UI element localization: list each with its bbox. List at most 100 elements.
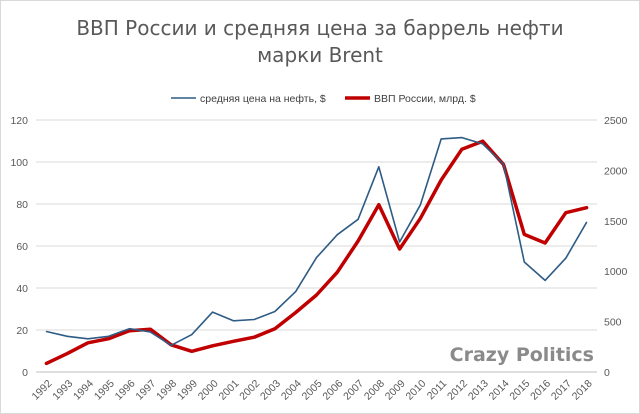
y-right-tick-label: 1000 (604, 266, 628, 278)
gdp-point (315, 293, 318, 297)
oil-price-point (336, 234, 338, 236)
watermark: Crazy Politics (450, 344, 594, 366)
x-tick-label: 2016 (528, 378, 553, 403)
y-right-tick-label: 2500 (604, 115, 628, 127)
gdp-point (45, 362, 48, 365)
x-tick-label: 2003 (258, 378, 283, 403)
gdp-point (273, 327, 277, 330)
oil-price-point (544, 279, 546, 282)
x-tick-label: 2008 (362, 378, 387, 403)
x-tick-label: 2004 (279, 378, 304, 403)
oil-price-point (295, 290, 297, 293)
oil-price-point (66, 335, 68, 337)
oil-price-point (149, 331, 151, 333)
gdp-point (564, 211, 568, 214)
x-tick-label: 1998 (154, 378, 179, 403)
gdp-point (190, 350, 194, 353)
gdp-point (523, 233, 526, 236)
y-left-tick-label: 20 (16, 325, 28, 337)
oil-price-point (232, 320, 234, 322)
gdp-point (107, 337, 110, 340)
x-tick-label: 1994 (71, 378, 96, 403)
x-tick-label: 2005 (300, 378, 325, 403)
x-tick-label: 2000 (196, 378, 221, 403)
oil-price-point (315, 256, 318, 259)
oil-price-point (87, 338, 89, 340)
x-tick-label: 2007 (341, 378, 366, 403)
x-tick-label: 1997 (133, 378, 158, 403)
x-tick-label: 1992 (30, 378, 55, 403)
oil-price-point (378, 166, 380, 168)
x-tick-label: 2015 (507, 378, 532, 403)
x-tick-label: 2010 (404, 378, 429, 403)
gdp-point (86, 341, 90, 344)
x-tick-label: 2002 (237, 378, 262, 403)
gdp-point (294, 311, 297, 314)
gdp-point (336, 271, 339, 274)
gridlines (36, 119, 597, 373)
oil-price-point (357, 218, 359, 220)
oil-price-point (45, 330, 47, 333)
x-tick-label: 2001 (217, 378, 242, 403)
oil-price-point (482, 143, 484, 145)
y-left-tick-label: 60 (16, 241, 28, 253)
oil-price-point (274, 310, 276, 313)
y-left-tick-label: 100 (10, 157, 28, 169)
gdp-point (356, 239, 360, 243)
y-right-tick-label: 500 (604, 317, 622, 329)
y-right-tick-label: 0 (604, 367, 610, 379)
legend-label-oil: средняя цена на нефть, $ (200, 93, 326, 105)
x-tick-label: 1995 (92, 378, 117, 403)
series-lines (44, 136, 589, 366)
y-right-tick-label: 2000 (604, 165, 628, 177)
oil-price-point (212, 311, 214, 313)
legend-label-gdp: ВВП России, млрд. $ (374, 93, 476, 105)
oil-price-point (191, 334, 193, 336)
x-tick-label: 1993 (50, 378, 75, 403)
y-left-tick-label: 0 (22, 367, 28, 379)
gdp-point (232, 340, 235, 343)
gdp-point (252, 336, 256, 339)
gdp-point (377, 203, 381, 206)
oil-price-point (253, 318, 255, 321)
legend: средняя цена на нефть, $ ВВП России, млр… (171, 93, 476, 105)
gdp-point (128, 329, 131, 332)
x-tick-label: 2011 (425, 378, 450, 403)
x-tick-label: 1999 (175, 378, 200, 403)
oil-price-point (108, 335, 110, 337)
x-tick-label: 2014 (487, 378, 512, 403)
oil-price-point (170, 344, 172, 346)
oil-price-point (440, 138, 442, 140)
x-tick-label: 2006 (320, 378, 345, 403)
gdp-point (439, 178, 443, 182)
oil-price-point (419, 204, 421, 206)
chart-title-line-2: марки Brent (257, 43, 383, 67)
y-left-tick-label: 80 (16, 199, 28, 211)
oil-price-point (586, 221, 588, 223)
y-left-tick-label: 40 (16, 283, 28, 295)
chart-title-line-1: ВВП России и средняя цена за баррель неф… (76, 16, 563, 40)
oil-price-point (523, 261, 525, 263)
gdp-point (65, 352, 69, 355)
x-tick-label: 2017 (549, 378, 574, 403)
x-tick-label: 2018 (570, 378, 595, 403)
gdp-point (585, 206, 588, 209)
y-left-tick-label: 120 (10, 115, 28, 127)
gdp-point (398, 247, 401, 251)
oil-price-point (128, 328, 131, 330)
x-tick-label: 1996 (113, 378, 138, 403)
gdp-point (543, 241, 547, 245)
oil-price-point (399, 241, 401, 243)
gdp-point (211, 344, 214, 347)
oil-price-point (565, 257, 567, 259)
gdp-point (419, 217, 422, 220)
x-tick-label: 2013 (466, 378, 491, 403)
gdp-point (481, 139, 484, 143)
x-tick-label: 2009 (383, 378, 408, 403)
oil-price-point (461, 137, 463, 139)
oil-price-point (502, 163, 505, 165)
x-tick-label: 2012 (445, 378, 470, 403)
y-right-tick-label: 1500 (604, 216, 628, 228)
